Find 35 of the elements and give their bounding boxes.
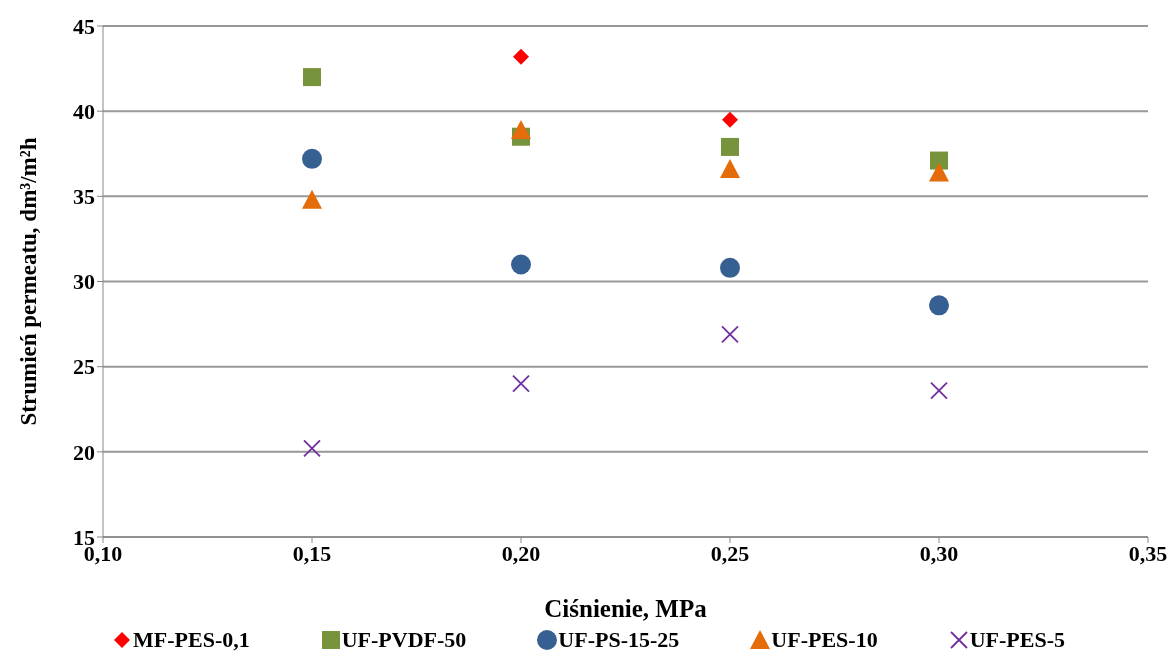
point bbox=[721, 325, 739, 344]
x-tick-label: 0,20 bbox=[501, 540, 541, 566]
point bbox=[512, 374, 530, 393]
point bbox=[930, 151, 948, 170]
y-tick-label: 40 bbox=[73, 98, 95, 124]
point bbox=[302, 148, 322, 169]
x-tick-label: 0,35 bbox=[1128, 540, 1168, 566]
y-tick-label: 45 bbox=[73, 13, 95, 39]
y-axis-title: Strumień permeatu, dm³/m²h bbox=[16, 137, 42, 426]
point bbox=[303, 68, 321, 87]
legend-label: UF-PES-10 bbox=[771, 627, 878, 653]
point bbox=[511, 254, 531, 275]
legend-label: UF-PES-5 bbox=[969, 627, 1065, 653]
y-tick-label: 35 bbox=[73, 184, 95, 210]
point bbox=[930, 381, 948, 400]
y-tick-label: 20 bbox=[73, 439, 95, 465]
point bbox=[720, 159, 740, 179]
x-tick-label: 0,30 bbox=[919, 540, 959, 566]
point bbox=[720, 257, 740, 278]
y-tick-label: 30 bbox=[73, 269, 95, 295]
point bbox=[511, 119, 531, 139]
point bbox=[302, 189, 322, 209]
legend-label: MF-PES-0,1 bbox=[133, 627, 250, 653]
point bbox=[721, 137, 739, 156]
legend-label: UF-PVDF-50 bbox=[341, 627, 467, 653]
point bbox=[303, 439, 321, 458]
point bbox=[722, 111, 738, 128]
y-tick-label: 25 bbox=[73, 354, 95, 380]
x-tick-label: 0,25 bbox=[710, 540, 750, 566]
legend-label: UF-PS-15-25 bbox=[558, 627, 680, 653]
x-axis-title: Ciśnienie, MPa bbox=[544, 595, 708, 622]
point bbox=[513, 48, 529, 65]
point bbox=[929, 295, 949, 316]
point bbox=[929, 162, 949, 182]
x-tick-label: 0,15 bbox=[292, 540, 332, 566]
